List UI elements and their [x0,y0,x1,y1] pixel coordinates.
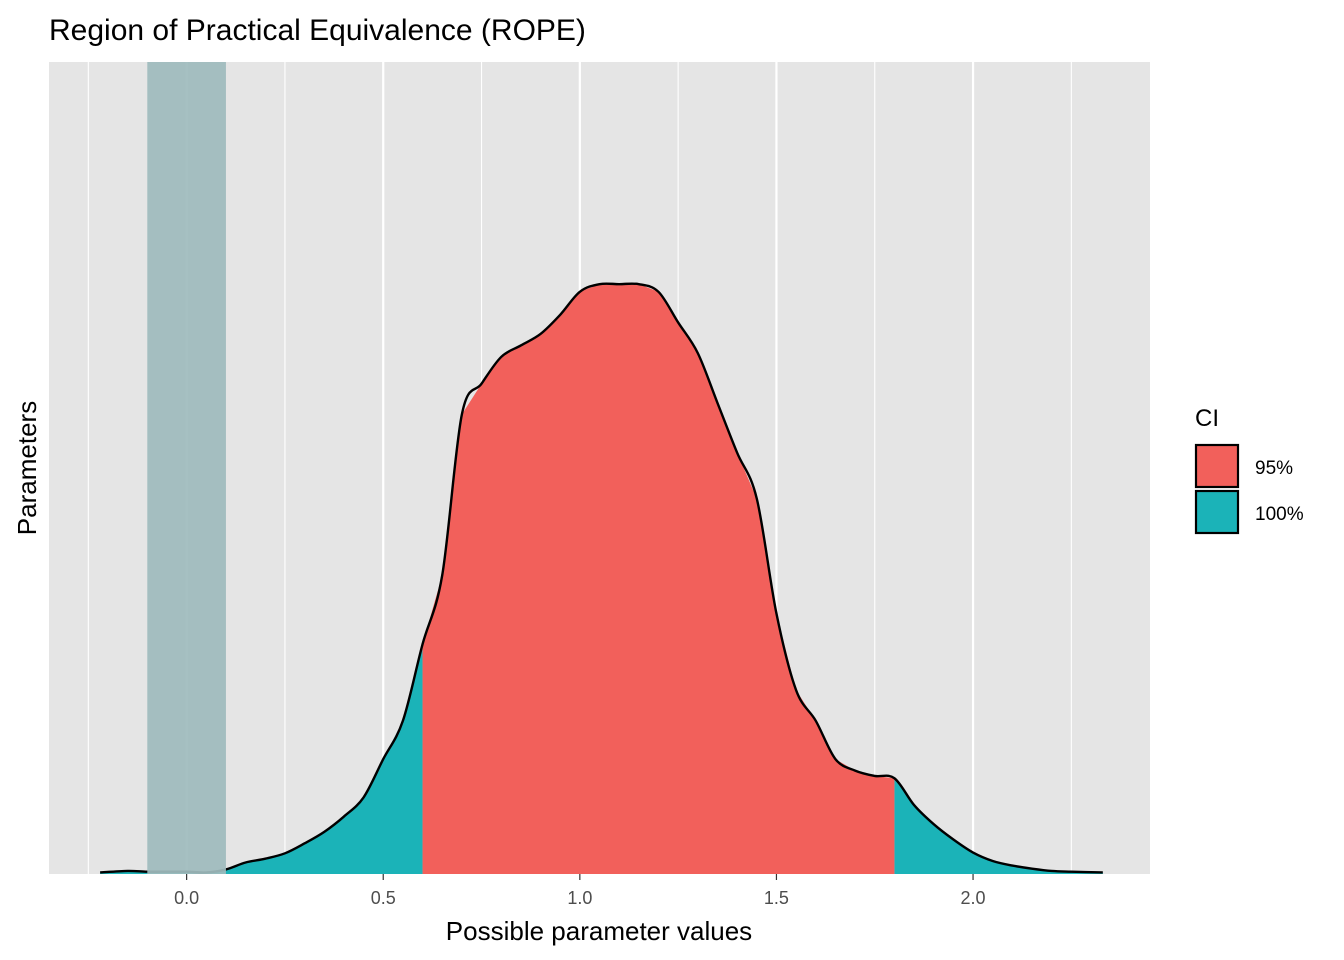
legend-label: 95% [1255,458,1293,479]
legend-title: CI [1195,405,1219,432]
x-tick-label: 0.0 [174,888,199,908]
legend-key [1194,489,1240,535]
rope-layer [147,62,226,874]
chart-title: Region of Practical Equivalence (ROPE) [49,14,586,47]
ci-100-right-tail [894,778,1103,874]
x-tick-label: 1.0 [567,888,592,908]
x-tick-label: 1.5 [764,888,789,908]
y-axis-title: Parameters [12,401,42,535]
x-axis-title: Possible parameter values [446,916,752,946]
rope-band [147,62,226,874]
x-axis: 0.0 0.5 1.0 1.5 2.0 [174,874,986,908]
legend-key [1194,443,1240,489]
x-tick-label: 2.0 [961,888,986,908]
legend-label: 100% [1255,504,1304,525]
legend-entries: 95% 100% [1194,443,1304,535]
x-tick-label: 0.5 [371,888,396,908]
ci-95-region [422,284,895,874]
density-outline [100,282,1103,874]
density-layer [100,282,1103,874]
ci-100-left-tail [100,644,423,874]
legend: CI 95% 100% [1194,405,1304,535]
